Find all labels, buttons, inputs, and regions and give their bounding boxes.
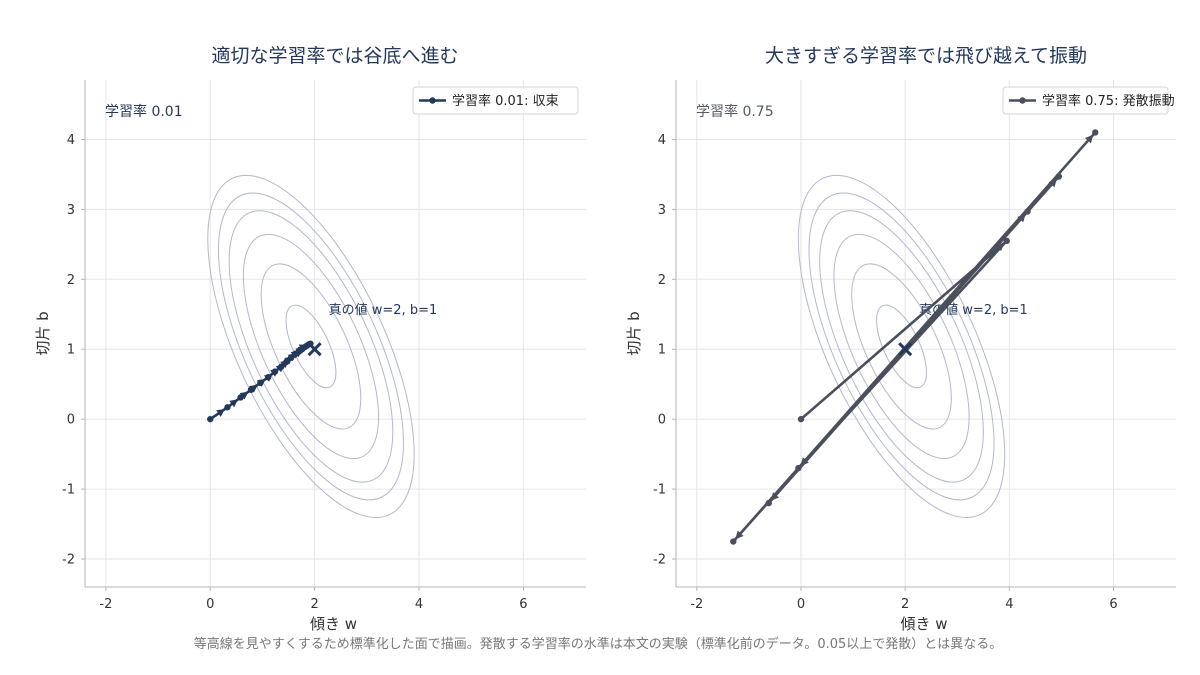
y-tick-label: 2 [67, 273, 75, 288]
step-arrowhead [275, 363, 285, 373]
target-marker [307, 342, 322, 357]
step-arrowhead [280, 359, 289, 368]
contour-line [833, 233, 970, 460]
step-arrowhead [1084, 134, 1094, 144]
x-tick-label: 2 [310, 597, 318, 612]
y-axis-label: 切片 b [625, 311, 643, 355]
legend-marker [429, 97, 436, 104]
step-arrowhead [995, 242, 1005, 252]
y-tick-label: 1 [67, 343, 75, 358]
x-axis-label: 傾き w [900, 615, 947, 633]
y-tick-label: 0 [67, 413, 75, 428]
caption: 等高線を見やすくするため標準化した面で描画。発散する学習率の水準は本文の実験（標… [194, 636, 1003, 652]
learning-rate-label: 学習率 0.75 [696, 103, 774, 120]
step-arrowhead [298, 344, 308, 352]
data-point [1092, 129, 1099, 136]
step-arrowhead [256, 378, 266, 387]
x-tick-label: 0 [206, 597, 214, 612]
contour-line [228, 210, 394, 483]
step-arrowhead [1017, 213, 1026, 223]
x-tick-label: -2 [99, 597, 112, 612]
step-arrowhead [1048, 178, 1057, 188]
data-point [1024, 208, 1031, 215]
x-tick-label: -2 [690, 597, 703, 612]
contour-line [260, 263, 362, 430]
x-tick-label: 4 [1005, 597, 1013, 612]
step-arrowhead [270, 368, 279, 377]
data-point [797, 415, 805, 423]
y-tick-label: -1 [62, 483, 75, 498]
x-axis-label: 傾き w [310, 615, 357, 633]
y-axis-label: 切片 b [34, 311, 52, 355]
chart-title: 適切な学習率では谷底へ進む [211, 45, 458, 67]
y-tick-label: -2 [653, 553, 666, 568]
y-tick-label: -2 [62, 553, 75, 568]
contour-line [819, 210, 984, 483]
y-tick-label: 0 [658, 413, 666, 428]
data-point [795, 464, 802, 472]
step-arrowhead [800, 457, 809, 466]
y-tick-label: 4 [658, 133, 666, 148]
learning-rate-label: 学習率 0.01 [105, 103, 183, 120]
contour-line [242, 233, 380, 460]
data-point [224, 404, 231, 411]
y-tick-label: 1 [658, 343, 666, 358]
x-tick-label: 0 [797, 597, 805, 612]
step-arrowhead [263, 373, 273, 382]
step-arrowhead [239, 391, 249, 400]
step-arrowhead [249, 384, 258, 393]
contour-line [207, 174, 415, 519]
step-arrowhead [216, 408, 226, 417]
data-point [765, 499, 772, 507]
y-tick-label: 3 [67, 203, 75, 218]
y-tick-label: -1 [653, 483, 666, 498]
step-arrowhead [770, 492, 780, 501]
x-tick-label: 6 [519, 597, 527, 612]
data-point [1055, 173, 1063, 180]
legend-box [1002, 86, 1169, 115]
step-arrowhead [735, 530, 744, 540]
x-tick-label: 6 [1109, 597, 1117, 612]
y-tick-label: 2 [658, 273, 666, 288]
legend-box [412, 86, 579, 115]
contour-line [808, 192, 995, 501]
target-annotation: 真の値 w=2, b=1 [329, 302, 438, 318]
contour-line [797, 174, 1006, 519]
legend-label: 学習率 0.75: 発散振動 [1042, 93, 1175, 109]
x-tick-label: 4 [415, 597, 423, 612]
target-marker [898, 342, 913, 357]
series-path [731, 131, 1097, 543]
legend-marker [1019, 97, 1026, 104]
x-tick-label: 2 [901, 597, 909, 612]
data-point [730, 538, 737, 545]
contour-line [217, 192, 404, 501]
y-tick-label: 4 [67, 133, 75, 148]
step-arrowhead [229, 399, 239, 408]
data-point [207, 415, 214, 423]
y-tick-label: 3 [658, 203, 666, 218]
legend-label: 学習率 0.01: 収束 [452, 93, 559, 109]
chart-title: 大きすぎる学習率では飛び越えて振動 [765, 45, 1087, 67]
data-point [1003, 237, 1010, 245]
